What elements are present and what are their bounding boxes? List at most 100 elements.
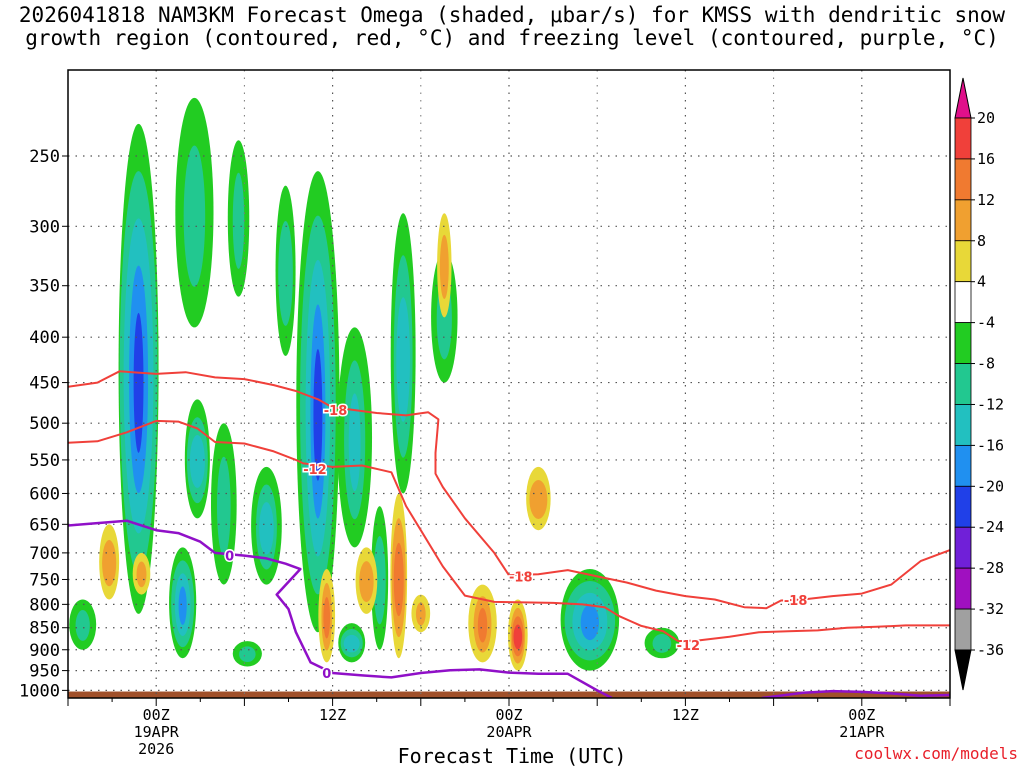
colorbar-bin [954, 567, 972, 610]
y-tick-label: 900 [29, 641, 60, 661]
x-tick-label: 00Z [143, 706, 170, 724]
x-tick-label: 00Z [848, 706, 875, 724]
omega-cell-14-level-2 [343, 634, 360, 653]
y-tick-label: 750 [29, 570, 60, 590]
plot-background [68, 70, 950, 698]
dgz-contour-label: -12 [303, 463, 327, 478]
y-tick-label: 850 [29, 619, 60, 639]
dgz-contour-label: -12 [677, 639, 701, 654]
positive-omega-cell-0-level-1 [102, 539, 117, 587]
positive-omega-cell-1-level-1 [136, 561, 147, 588]
y-tick-label: 500 [29, 414, 60, 434]
credit-text: coolwx.com/models [854, 744, 1018, 763]
y-tick-label: 450 [29, 374, 60, 394]
colorbar-label: -20 [977, 477, 1004, 495]
omega-cell-13-level-1 [75, 609, 90, 641]
y-axis: 2503003504004505005506006507007508008509… [19, 147, 68, 701]
colorbar-under-arrow [954, 649, 972, 691]
freezing-contour-label: 0 [322, 667, 331, 682]
ground-surface [68, 691, 950, 698]
colorbar-bin [954, 240, 972, 283]
colorbar-label: 16 [977, 150, 995, 168]
positive-omega-cell-4-level-1 [359, 561, 374, 603]
positive-omega-cell-5-level-2 [477, 607, 488, 643]
positive-omega-cell-8-level-1 [439, 234, 449, 299]
omega-cell-1-level-1 [183, 145, 206, 287]
y-tick-label: 1000 [19, 681, 60, 701]
y-tick-label: 550 [29, 451, 60, 471]
y-tick-label: 700 [29, 544, 60, 564]
y-tick-label: 300 [29, 217, 60, 237]
contours: -18 -18 -18 -12 -12 0 0 [68, 370, 950, 698]
y-tick-label: 650 [29, 515, 60, 535]
positive-omega-cell-9-level-1 [415, 602, 426, 626]
colorbar-bin [954, 526, 972, 569]
x-tick-label: 2026 [138, 740, 174, 758]
colorbar-label: -12 [977, 395, 1004, 413]
colorbar-label: 12 [977, 191, 995, 209]
omega-cell-15-level-3 [580, 604, 600, 641]
omega-cell-8-level-4 [313, 348, 323, 481]
colorbar-bin [954, 117, 972, 160]
colorbar-over-arrow [954, 77, 972, 119]
omega-cell-4-level-3 [178, 586, 187, 625]
dgz-contour-label: -18 [324, 404, 348, 419]
freezing-contour-line-0 [68, 519, 613, 698]
colorbar-bin [954, 444, 972, 487]
positive-omega-cell-2-level-2 [323, 597, 331, 639]
positive-omega-cell-7-level-1 [529, 480, 548, 519]
omega-cell-7-level-1 [278, 221, 293, 326]
colorbar-label: -8 [977, 355, 995, 373]
x-tick-label: 12Z [672, 706, 699, 724]
positive-omega-cell-6-level-3 [513, 624, 523, 650]
omega-cell-6-level-2 [259, 502, 274, 555]
y-tick-label: 350 [29, 277, 60, 297]
colorbar-bin [954, 485, 972, 528]
title-line-2: growth region (contoured, red, °C) and f… [25, 26, 999, 50]
plot-area [68, 70, 950, 698]
dgz-contour-line-1 [68, 419, 950, 643]
omega-cell-2-level-1 [232, 172, 245, 269]
chart-title: 2026041818 NAM3KM Forecast Omega (shaded… [0, 4, 1024, 50]
colorbar-bin [954, 158, 972, 201]
grid-lines [67, 70, 951, 698]
colorbar-label: -4 [977, 314, 995, 332]
dgz-contour-line-0 [68, 370, 950, 610]
y-tick-label: 250 [29, 147, 60, 167]
colorbar-label: 20 [977, 109, 995, 127]
colorbar-label: 8 [977, 232, 986, 250]
omega-cell-10-level-2 [396, 297, 411, 422]
omega-shading [69, 97, 680, 671]
dgz-contour-label: -18 [509, 570, 533, 585]
x-axis-label: Forecast Time (UTC) [397, 744, 627, 768]
omega-cell-9-level-2 [348, 393, 361, 492]
y-tick-label: 800 [29, 595, 60, 615]
freezing-contour-line-1 [761, 689, 950, 698]
omega-cell-0-level-4 [133, 312, 144, 453]
y-tick-label: 600 [29, 484, 60, 504]
omega-cell-11-level-1 [373, 535, 386, 625]
omega-cell-16-level-1 [652, 634, 672, 653]
ground-fill [68, 691, 950, 698]
colorbar-bin [954, 281, 972, 324]
colorbar-bin [954, 322, 972, 364]
y-tick-label: 950 [29, 662, 60, 682]
colorbar-bin [954, 608, 972, 651]
colorbar-label: -24 [977, 518, 1004, 536]
x-tick-label: 00Z [495, 706, 522, 724]
title-line-1: 2026041818 NAM3KM Forecast Omega (shaded… [18, 3, 1006, 27]
y-tick-label: 400 [29, 328, 60, 348]
omega-cell-5-level-1 [216, 456, 231, 557]
x-tick-label: 21APR [839, 723, 885, 741]
colorbar: 20 16 12 8 4 -4 -8 -12 -16 -20 -24 -28 -32 -36 [954, 77, 1004, 691]
omega-cell-17-level-1 [239, 646, 256, 663]
x-tick-label: 12Z [319, 706, 346, 724]
colorbar-bin [954, 404, 972, 446]
x-tick-label: 20APR [486, 723, 532, 741]
colorbar-label: 4 [977, 273, 986, 291]
colorbar-label: -32 [977, 600, 1004, 618]
freezing-contour-label: 0 [225, 550, 234, 565]
x-tick-label: 19APR [134, 723, 180, 741]
